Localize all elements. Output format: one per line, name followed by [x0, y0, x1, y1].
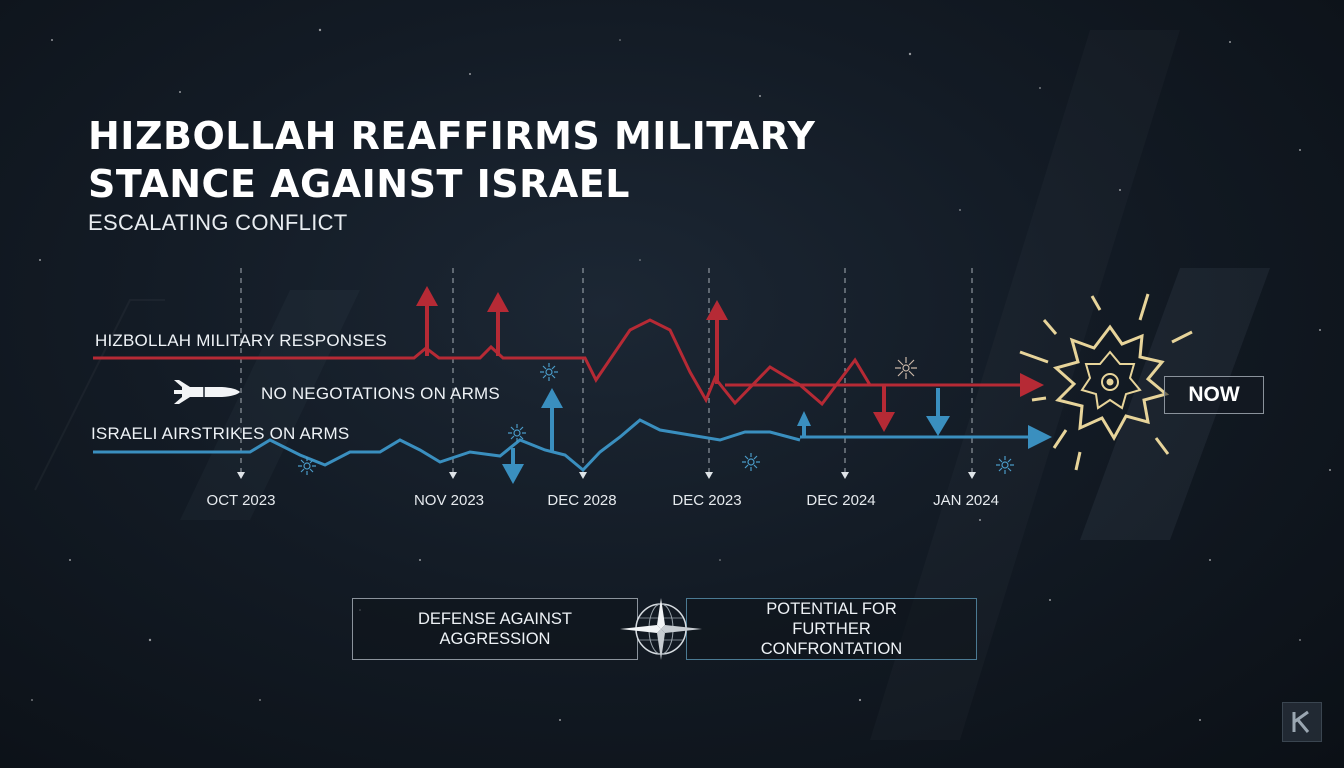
- israeli-down-arrows: [502, 388, 950, 484]
- israeli-series-label: ISRAELI AIRSTRIKES ON ARMS: [91, 424, 350, 443]
- date-label-1: OCT 2023: [206, 492, 276, 509]
- israeli-series-line: [93, 418, 1052, 473]
- confrontation-text: POTENTIAL FOR FURTHER CONFRONTATION: [760, 600, 903, 658]
- impact-icon: [508, 424, 526, 442]
- impact-icons: [298, 357, 1014, 475]
- date-label-2: NOV 2023: [413, 492, 485, 509]
- hizbollah-up-arrows: [416, 286, 728, 384]
- impact-icon: [298, 457, 316, 475]
- explosion-icon: [1019, 293, 1193, 471]
- impact-icon: [742, 453, 760, 471]
- date-label-6: JAN 2024: [933, 492, 999, 509]
- impact-icon: [540, 363, 558, 381]
- timeline-markers: [240, 268, 973, 478]
- hizbollah-series-line: [93, 318, 1044, 407]
- defense-text: DEFENSE AGAINST AGGRESSION: [417, 610, 573, 648]
- hizbollah-series-label: HIZBOLLAH MILITARY RESPONSES: [95, 331, 387, 350]
- impact-icon: [895, 357, 917, 379]
- logo-icon: [1282, 702, 1322, 742]
- timeline-marker-tips: [237, 472, 976, 479]
- hizbollah-down-arrows: [873, 386, 895, 432]
- page-title: HIZBOLLAH REAFFIRMS MILITARY STANCE AGAI…: [88, 114, 816, 206]
- date-label-4: DEC 2023: [672, 492, 742, 509]
- now-badge: NOW: [1164, 376, 1264, 414]
- impact-icon: [996, 456, 1014, 474]
- date-label-3: DEC 2028: [547, 492, 617, 509]
- israeli-up-arrows: [541, 388, 811, 452]
- page-subtitle: ESCALATING CONFLICT: [88, 210, 348, 235]
- no-negotiations-label: NO NEGOTATIONS ON ARMS: [261, 384, 500, 403]
- confrontation-box: POTENTIAL FOR FURTHER CONFRONTATION: [686, 598, 977, 660]
- compass-icon: [620, 598, 702, 660]
- date-label-5: DEC 2024: [806, 492, 876, 509]
- missile-icon: [174, 380, 240, 404]
- defense-box: DEFENSE AGAINST AGGRESSION: [352, 598, 638, 660]
